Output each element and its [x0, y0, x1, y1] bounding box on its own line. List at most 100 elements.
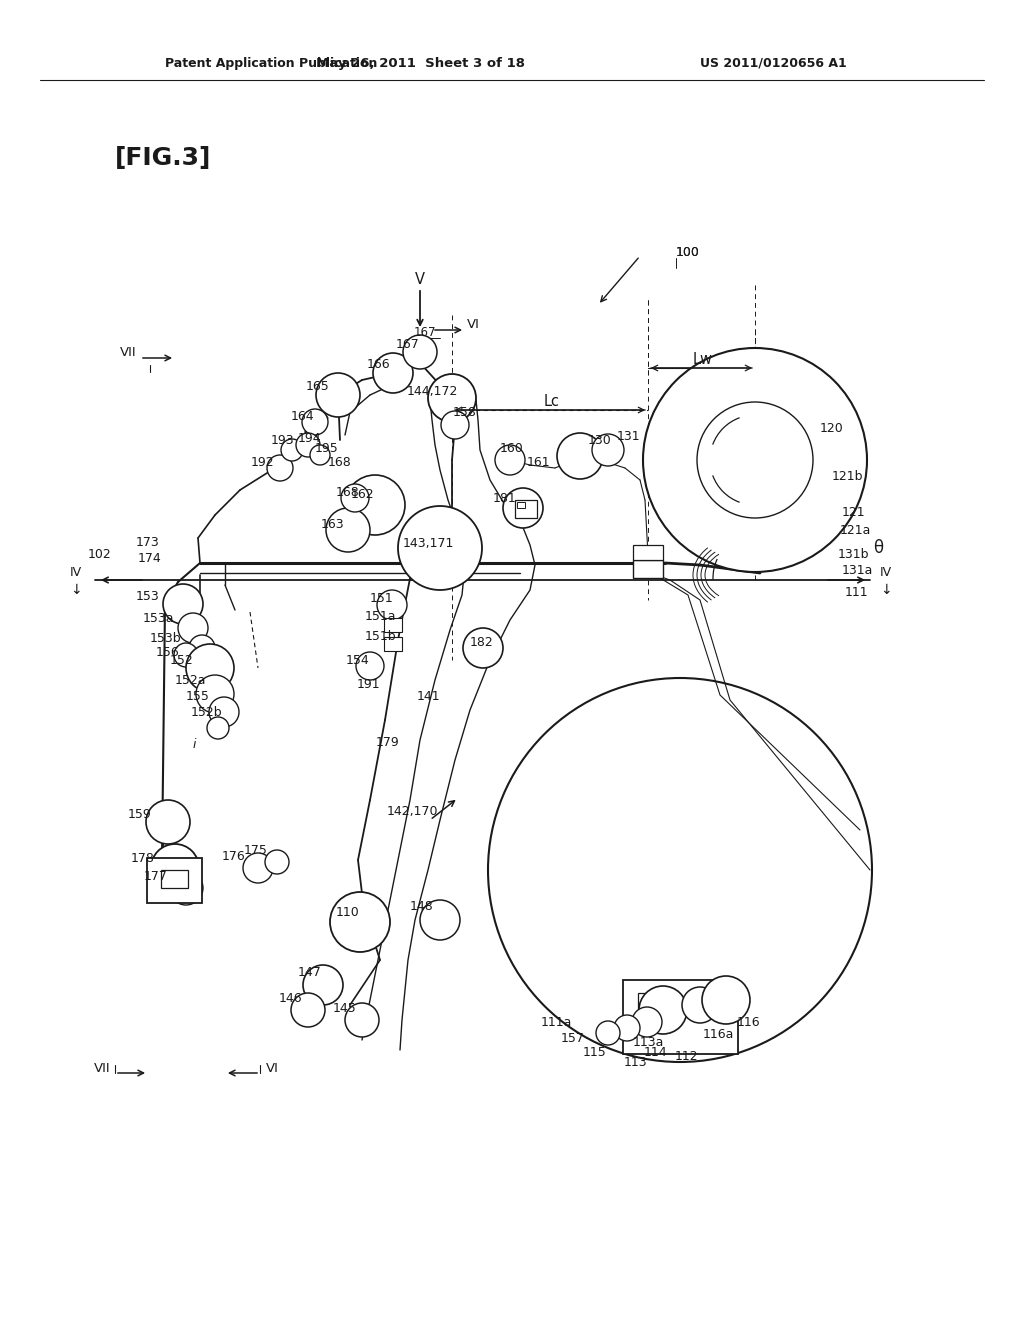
- Circle shape: [178, 612, 208, 643]
- Text: 114: 114: [643, 1045, 667, 1059]
- Text: 111: 111: [845, 586, 868, 598]
- Text: 120: 120: [820, 421, 844, 434]
- Text: 177: 177: [144, 870, 168, 883]
- Bar: [147, 858, 202, 903]
- Text: 155: 155: [186, 689, 210, 702]
- Text: 181: 181: [494, 491, 517, 504]
- Circle shape: [345, 475, 406, 535]
- Circle shape: [146, 800, 190, 843]
- Circle shape: [614, 1015, 640, 1041]
- Text: 144,172: 144,172: [407, 385, 458, 399]
- Text: 165: 165: [306, 380, 330, 393]
- Text: 148: 148: [411, 899, 434, 912]
- Circle shape: [281, 440, 303, 461]
- Text: 176: 176: [222, 850, 246, 862]
- Text: i: i: [193, 738, 196, 751]
- Text: 178: 178: [131, 851, 155, 865]
- Text: 154: 154: [346, 653, 370, 667]
- Bar: [633, 560, 663, 578]
- Text: 168: 168: [336, 486, 359, 499]
- Circle shape: [682, 987, 718, 1023]
- Text: 173: 173: [136, 536, 160, 549]
- Text: 159: 159: [128, 808, 152, 821]
- Text: 195: 195: [315, 441, 339, 454]
- Text: 182: 182: [470, 635, 494, 648]
- Text: 116a: 116a: [702, 1027, 733, 1040]
- Text: 161: 161: [526, 455, 550, 469]
- Text: Patent Application Publication: Patent Application Publication: [165, 57, 378, 70]
- Text: 153: 153: [136, 590, 160, 602]
- Text: 121b: 121b: [831, 470, 863, 483]
- Text: 151: 151: [370, 591, 394, 605]
- Text: 130: 130: [588, 433, 612, 446]
- Circle shape: [296, 433, 319, 457]
- Text: θ: θ: [872, 539, 883, 557]
- Text: 167: 167: [414, 326, 436, 338]
- Circle shape: [163, 583, 203, 624]
- Circle shape: [697, 403, 813, 517]
- Circle shape: [596, 1020, 620, 1045]
- Text: Lc: Lc: [544, 395, 560, 409]
- Circle shape: [441, 411, 469, 440]
- Text: 110: 110: [336, 906, 359, 919]
- Bar: [515, 500, 537, 517]
- Circle shape: [209, 697, 239, 727]
- Circle shape: [267, 455, 293, 480]
- Circle shape: [420, 900, 460, 940]
- Circle shape: [303, 965, 343, 1005]
- Text: 152: 152: [170, 653, 194, 667]
- Text: ↓: ↓: [880, 583, 892, 597]
- Circle shape: [330, 892, 390, 952]
- Text: IV: IV: [70, 565, 82, 578]
- Text: 152a: 152a: [174, 673, 206, 686]
- Bar: [161, 870, 188, 888]
- Bar: [384, 618, 402, 632]
- Circle shape: [463, 628, 503, 668]
- Bar: [517, 502, 525, 508]
- Text: 111a: 111a: [541, 1015, 571, 1028]
- Text: 142,170: 142,170: [386, 805, 437, 818]
- Text: 112: 112: [674, 1049, 697, 1063]
- Text: 146: 146: [279, 991, 302, 1005]
- Circle shape: [428, 374, 476, 422]
- Circle shape: [373, 352, 413, 393]
- Text: 116: 116: [736, 1015, 760, 1028]
- Text: 158: 158: [453, 407, 477, 420]
- Text: 167: 167: [396, 338, 420, 351]
- Circle shape: [495, 445, 525, 475]
- Text: Lw: Lw: [693, 352, 713, 367]
- Text: 153b: 153b: [150, 631, 181, 644]
- Circle shape: [302, 409, 328, 436]
- Circle shape: [186, 644, 234, 692]
- Text: VII: VII: [120, 346, 136, 359]
- Text: 100: 100: [676, 247, 700, 260]
- Text: 156: 156: [156, 645, 180, 659]
- Text: 194: 194: [298, 432, 322, 445]
- Text: 145: 145: [333, 1002, 357, 1015]
- Text: 100: 100: [676, 247, 700, 260]
- Circle shape: [488, 678, 872, 1063]
- Circle shape: [592, 434, 624, 466]
- Circle shape: [174, 643, 198, 667]
- Text: 157: 157: [561, 1031, 585, 1044]
- Circle shape: [403, 335, 437, 370]
- Text: 121a: 121a: [840, 524, 871, 536]
- Text: IV: IV: [880, 565, 892, 578]
- Text: 113a: 113a: [632, 1036, 664, 1049]
- Circle shape: [316, 374, 360, 417]
- Circle shape: [189, 635, 215, 661]
- Circle shape: [356, 652, 384, 680]
- Circle shape: [639, 986, 687, 1034]
- Text: 174: 174: [138, 552, 162, 565]
- Text: May 26, 2011  Sheet 3 of 18: May 26, 2011 Sheet 3 of 18: [315, 57, 524, 70]
- Text: 179: 179: [376, 735, 400, 748]
- Text: ↓: ↓: [71, 583, 82, 597]
- Text: 164: 164: [290, 409, 313, 422]
- Text: 168: 168: [328, 455, 352, 469]
- Text: 175: 175: [244, 843, 268, 857]
- Circle shape: [151, 843, 199, 892]
- Text: 166: 166: [367, 359, 390, 371]
- Circle shape: [398, 506, 482, 590]
- Text: 131b: 131b: [838, 548, 869, 561]
- Text: VII: VII: [93, 1063, 111, 1076]
